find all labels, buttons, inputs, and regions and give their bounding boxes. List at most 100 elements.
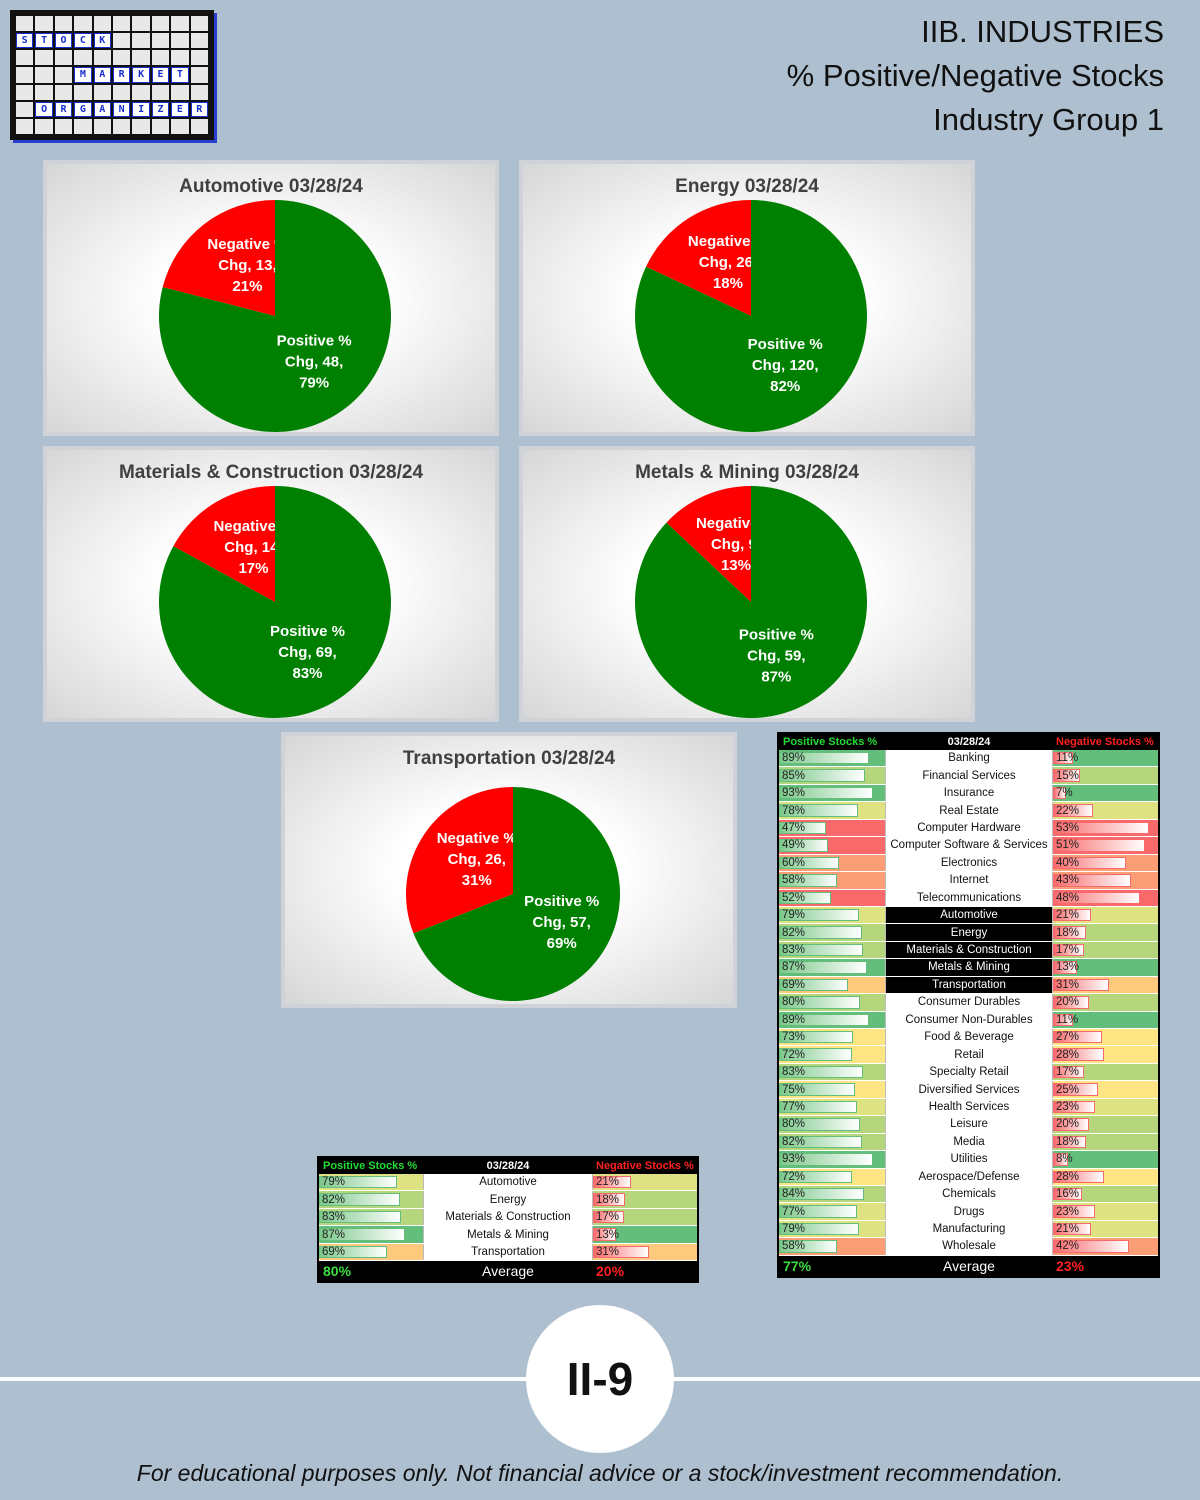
logo-blank-cell <box>112 16 131 32</box>
logo-blank-cell <box>190 50 208 66</box>
table-row: 89% Banking 11% <box>779 750 1158 768</box>
negative-bar <box>1053 1100 1095 1114</box>
logo-blank-cell <box>93 118 111 134</box>
industry-name: Automotive <box>885 906 1053 924</box>
table-row: 58% Internet 43% <box>779 872 1158 890</box>
negative-cell: 25% <box>1053 1081 1158 1098</box>
logo-blank-cell <box>151 16 170 32</box>
positive-percent: 79% <box>782 1223 806 1236</box>
table-row: 83% Materials & Construction 17% <box>779 941 1158 960</box>
table-row: 80% Leisure 20% <box>779 1116 1158 1134</box>
logo-blank-cell <box>190 16 208 32</box>
positive-bar <box>319 1210 401 1224</box>
positive-cell: 69% <box>319 1243 423 1261</box>
positive-cell: 52% <box>779 889 885 906</box>
positive-bar <box>779 996 860 1009</box>
negative-cell: 8% <box>1053 1151 1158 1168</box>
industry-name: Leisure <box>885 1116 1053 1133</box>
logo-blank-cell <box>151 33 170 49</box>
pie-chart-metals-mining: Negative % Chg, 9, 13%Positive % Chg, 59, 87… <box>635 486 867 718</box>
negative-cell: 48% <box>1053 889 1158 906</box>
positive-bar <box>319 1245 388 1259</box>
logo-blank-cell <box>171 33 189 49</box>
positive-percent: 80% <box>782 1118 806 1131</box>
positive-percent: 75% <box>782 1083 806 1096</box>
table-row: 72% Aerospace/Defense 28% <box>779 1168 1158 1186</box>
positive-percent: 77% <box>782 1100 806 1113</box>
pie-label-negative: Negative % Chg, 26, 18% <box>688 233 768 292</box>
all-industries-table: Positive Stocks % 03/28/24 Negative Stocks… <box>777 732 1160 1278</box>
logo-blank-cell <box>16 118 34 134</box>
negative-cell: 18% <box>1053 924 1158 941</box>
pie-panel-automotive: Automotive 03/28/24 Negative % Chg, 13, 21… <box>43 160 499 436</box>
negative-bar <box>1053 996 1090 1009</box>
negative-bar <box>1053 839 1146 852</box>
table-row: 89% Consumer Non-Durables 11% <box>779 1011 1158 1029</box>
average-label: Average <box>943 1257 995 1274</box>
logo-blank-cell <box>132 33 150 49</box>
average-negative: 20% <box>596 1263 625 1280</box>
positive-bar <box>779 1170 852 1183</box>
negative-cell: 53% <box>1053 819 1158 837</box>
pie-label-positive: Positive % Chg, 48, 79% <box>277 332 352 391</box>
table-row: 82% Energy 18% <box>779 924 1158 942</box>
logo-blank-cell <box>16 16 34 32</box>
table-row: 52% Telecommunications 48% <box>779 889 1158 907</box>
logo-blank-cell <box>132 16 150 32</box>
pie-chart-energy: Negative % Chg, 26, 18% Positive % Chg, 120,… <box>635 200 867 432</box>
industry-name: Metals & Mining <box>885 959 1053 976</box>
positive-bar <box>779 786 873 800</box>
logo-blank-cell <box>190 84 208 100</box>
negative-cell: 13% <box>1053 959 1158 976</box>
positive-cell: 49% <box>779 837 885 854</box>
negative-percent: 42% <box>1056 1240 1080 1253</box>
negative-percent: 27% <box>1056 1031 1080 1044</box>
pie-label-negative: Negative % Chg, 26, 31% <box>437 830 517 889</box>
negative-bar <box>1053 1135 1086 1149</box>
pie-slice-negative <box>646 200 751 316</box>
negative-percent: 13% <box>1056 961 1080 974</box>
positive-percent: 79% <box>322 1176 346 1189</box>
logo-blank-cell <box>112 50 131 66</box>
pie-label-negative: Negative % Chg, 13, 21% <box>207 236 287 295</box>
logo-blank-cell <box>190 33 208 49</box>
average-positive: 80% <box>323 1263 352 1280</box>
positive-bar <box>779 978 849 992</box>
negative-cell: 31% <box>593 1243 697 1261</box>
industry-name: Media <box>885 1133 1053 1151</box>
negative-bar <box>1053 1205 1095 1218</box>
positive-percent: 93% <box>782 787 806 800</box>
negative-bar <box>1053 926 1086 939</box>
positive-cell: 87% <box>319 1226 423 1243</box>
positive-bar <box>779 839 829 852</box>
negative-cell: 23% <box>1053 1098 1158 1116</box>
negative-percent: 48% <box>1056 891 1080 904</box>
average-label: Average <box>482 1263 534 1280</box>
table-row: 69% Transportation 31% <box>319 1243 697 1262</box>
positive-cell: 80% <box>779 994 885 1011</box>
industry-name: Food & Beverage <box>885 1029 1053 1046</box>
positive-bar <box>779 1205 857 1218</box>
table-row: 72% Retail 28% <box>779 1046 1158 1064</box>
table-header: Positive Stocks % 03/28/24 Negative Stocks… <box>319 1158 697 1174</box>
negative-cell: 13% <box>593 1226 697 1243</box>
logo-blank-cell <box>132 84 150 100</box>
positive-percent: 72% <box>782 1048 806 1061</box>
positive-bar <box>779 1240 838 1253</box>
logo-blank-cell <box>151 118 170 134</box>
negative-percent: 11% <box>1056 1013 1079 1026</box>
negative-percent: 7% <box>1056 787 1073 800</box>
negative-bar <box>1053 1048 1104 1061</box>
pie-chart-transportation: Negative % Chg, 26, 31%Positive % Chg, 57, 6… <box>406 787 620 1001</box>
logo-blank-cell <box>16 84 34 100</box>
industry-name: Wholesale <box>885 1238 1053 1255</box>
positive-cell: 73% <box>779 1029 885 1046</box>
negative-percent: 20% <box>1056 996 1080 1009</box>
page-subtitle: % Positive/Negative Stocks <box>786 58 1164 93</box>
positive-percent: 69% <box>782 978 806 991</box>
logo-letter: K <box>93 33 111 49</box>
table-row: 79% Manufacturing 21% <box>779 1220 1158 1239</box>
negative-cell: 15% <box>1053 767 1158 784</box>
positive-cell: 82% <box>779 924 885 941</box>
